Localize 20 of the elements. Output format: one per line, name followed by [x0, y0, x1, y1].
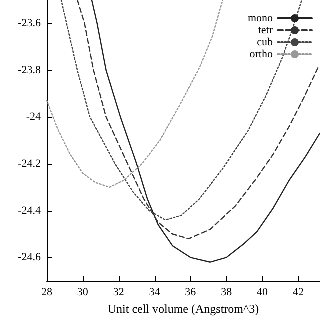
x-tick-label: 34: [149, 286, 161, 299]
y-tick-label: -24.2: [18, 158, 41, 170]
x-tick-label: 28: [42, 286, 53, 299]
legend-label: cub: [257, 36, 274, 48]
x-tick-label: 32: [113, 286, 124, 299]
y-tick-label: -24.4: [18, 204, 42, 217]
x-axis-title: Unit cell volume (Angstrom^3): [108, 302, 260, 316]
legend-label: ortho: [250, 48, 274, 60]
y-tick-label: -24: [26, 111, 42, 124]
line-series: [46, 0, 224, 188]
x-tick-label: 30: [77, 286, 89, 299]
y-tick-label: -23.6: [18, 17, 42, 30]
y-tick-label: -23.8: [18, 64, 42, 76]
y-tick-label: -24.6: [18, 252, 42, 264]
x-tick-label: 38: [221, 286, 233, 299]
x-tick-label: 36: [185, 286, 197, 299]
x-tick-label: 40: [257, 286, 269, 299]
legend-label: mono: [248, 12, 274, 24]
legend-label: tetr: [258, 24, 274, 36]
x-tick-label: 42: [292, 286, 304, 299]
